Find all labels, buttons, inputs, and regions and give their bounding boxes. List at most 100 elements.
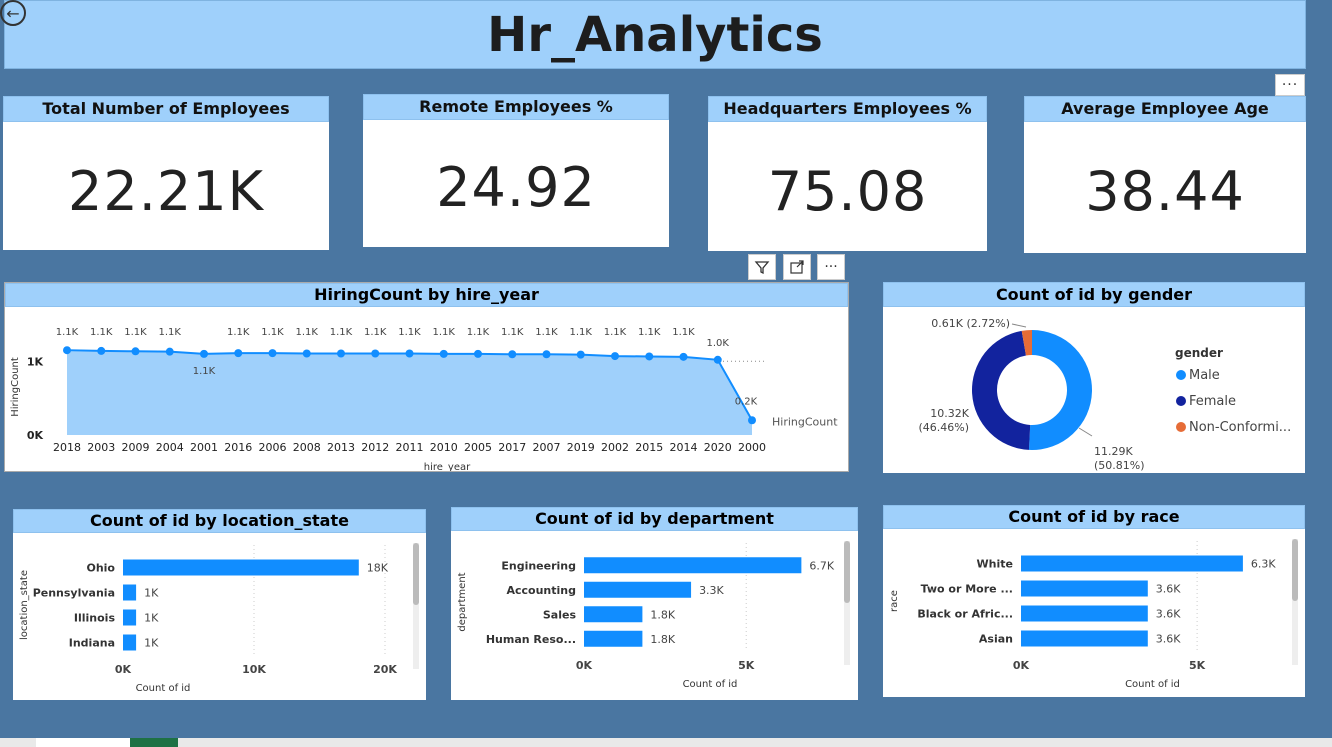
slice-label-nonconforming: 0.61K (2.72%) xyxy=(931,317,1010,330)
kpi-label: Average Employee Age xyxy=(1024,96,1306,122)
data-label: 1.1K xyxy=(433,327,456,338)
kpi-value: 22.21K xyxy=(67,160,264,223)
pie-slice xyxy=(1021,330,1032,356)
data-label: 6.3K xyxy=(1251,558,1276,571)
x-tick-label: 2003 xyxy=(87,441,115,454)
department-plot: 0K 5K Engineering 6.7K Accounting 3.3K Sales 1.… xyxy=(457,541,850,690)
data-label: 1.0K xyxy=(707,338,730,349)
x-tick-label: 2013 xyxy=(327,441,355,454)
legend-marker xyxy=(1176,370,1186,380)
data-label: 1.1K xyxy=(535,327,558,338)
data-label: 1.1K xyxy=(330,327,353,338)
bar xyxy=(584,606,643,623)
x-tick-label: 2006 xyxy=(259,441,287,454)
data-label: 1.1K xyxy=(90,327,113,338)
category-label: Human Reso... xyxy=(486,633,576,646)
excel-tab[interactable] xyxy=(130,738,178,747)
leader-line xyxy=(1078,427,1093,437)
bar xyxy=(123,559,359,576)
dashboard-title: Hr_Analytics xyxy=(487,6,823,63)
y-axis-label: department xyxy=(457,572,468,631)
data-label: 1.1K xyxy=(56,327,79,338)
kpi-label: Headquarters Employees % xyxy=(708,96,987,122)
data-point xyxy=(508,350,517,359)
kpi-card-headquarters-employees: Headquarters Employees % 75.08 xyxy=(708,96,987,251)
x-tick-label: 2008 xyxy=(293,441,321,454)
data-point xyxy=(337,349,345,358)
x-tick-label: 0K xyxy=(1013,659,1030,672)
x-axis-label: Count of id xyxy=(683,679,738,690)
kpi-value: 75.08 xyxy=(767,160,928,223)
data-point xyxy=(234,349,243,358)
x-tick-label: 2007 xyxy=(533,441,561,454)
x-tick-label: 2011 xyxy=(396,441,424,454)
category-label: Indiana xyxy=(69,637,115,650)
more-options-icon[interactable]: ··· xyxy=(817,254,845,280)
category-label: Accounting xyxy=(506,584,576,597)
data-label: 3.6K xyxy=(1156,583,1181,596)
data-label: 1.1K xyxy=(124,327,147,338)
bar xyxy=(123,609,137,626)
data-label: 18K xyxy=(367,562,389,575)
bar xyxy=(584,581,692,598)
legend-marker xyxy=(1176,396,1186,406)
data-point xyxy=(679,352,688,361)
category-label: Pennsylvania xyxy=(33,587,115,600)
x-tick-label: 0K xyxy=(115,663,132,676)
data-label: 3.3K xyxy=(699,584,724,597)
location-state-bar-chart[interactable]: Count of id by location_state 0K 10K 20K Oh… xyxy=(13,509,426,700)
focus-mode-icon[interactable] xyxy=(783,254,811,280)
data-point xyxy=(405,349,414,358)
data-point xyxy=(542,350,551,359)
x-tick-label: 2004 xyxy=(156,441,184,454)
slice-label-female: 10.32K xyxy=(930,407,969,420)
x-tick-label: 2017 xyxy=(498,441,526,454)
data-label: 1.8K xyxy=(650,608,675,621)
data-label: 1.1K xyxy=(296,327,319,338)
category-label: Two or More ... xyxy=(921,583,1013,596)
slice-label-male: 11.29K xyxy=(1094,445,1133,458)
filter-icon[interactable] xyxy=(748,254,776,280)
data-label: 6.7K xyxy=(809,559,834,572)
x-axis-label: hire_year xyxy=(424,462,471,471)
data-point xyxy=(63,346,71,355)
kpi-card-remote-employees: Remote Employees % 24.92 xyxy=(363,94,669,247)
data-label: 1.1K xyxy=(193,366,216,377)
x-tick-label: 5K xyxy=(738,659,755,672)
area-fill xyxy=(67,350,752,435)
data-point xyxy=(713,355,722,364)
legend-entry: Non-Conformi... xyxy=(1189,420,1291,435)
scrollbar-thumb xyxy=(413,543,419,605)
x-tick-label: 2005 xyxy=(464,441,492,454)
scrollbar-track xyxy=(413,543,419,669)
x-tick-label: 2012 xyxy=(361,441,389,454)
x-axis-label: Count of id xyxy=(1125,679,1180,690)
category-label: Ohio xyxy=(86,562,115,575)
category-label: Asian xyxy=(979,633,1013,646)
data-label: 1.1K xyxy=(261,327,284,338)
hiring-count-chart[interactable]: HiringCount by hire_year 0K 1K HiringCount… xyxy=(4,282,849,472)
bar xyxy=(1021,555,1243,572)
data-label: 1.1K xyxy=(570,327,593,338)
sheet-tab[interactable] xyxy=(36,738,130,747)
scrollbar-thumb xyxy=(844,541,850,603)
data-point xyxy=(131,347,140,356)
gender-donut-chart[interactable]: Count of id by gender 11.29K (50.81%) 10.3… xyxy=(883,282,1305,473)
kpi-card-total-employees: Total Number of Employees 22.21K xyxy=(3,96,329,250)
data-label: 1.1K xyxy=(604,327,627,338)
department-bar-chart[interactable]: Count of id by department 0K 5K Engineerin… xyxy=(451,507,858,700)
data-point xyxy=(645,352,654,361)
data-point xyxy=(439,349,448,358)
more-options-icon[interactable]: ··· xyxy=(1275,74,1305,96)
chart-title: Count of id by department xyxy=(451,507,858,531)
scrollbar-track xyxy=(1292,539,1298,665)
back-arrow-icon[interactable]: ← xyxy=(0,0,26,26)
x-tick-label: 0K xyxy=(576,659,593,672)
x-tick-label: 5K xyxy=(1189,659,1206,672)
data-label: 3.6K xyxy=(1156,633,1181,646)
data-label: 0.2K xyxy=(735,396,758,407)
bar xyxy=(1021,630,1148,647)
race-bar-chart[interactable]: Count of id by race 0K 5K White 6.3K Two or … xyxy=(883,505,1305,697)
chart-title: Count of id by gender xyxy=(883,282,1305,307)
data-point xyxy=(611,352,619,361)
